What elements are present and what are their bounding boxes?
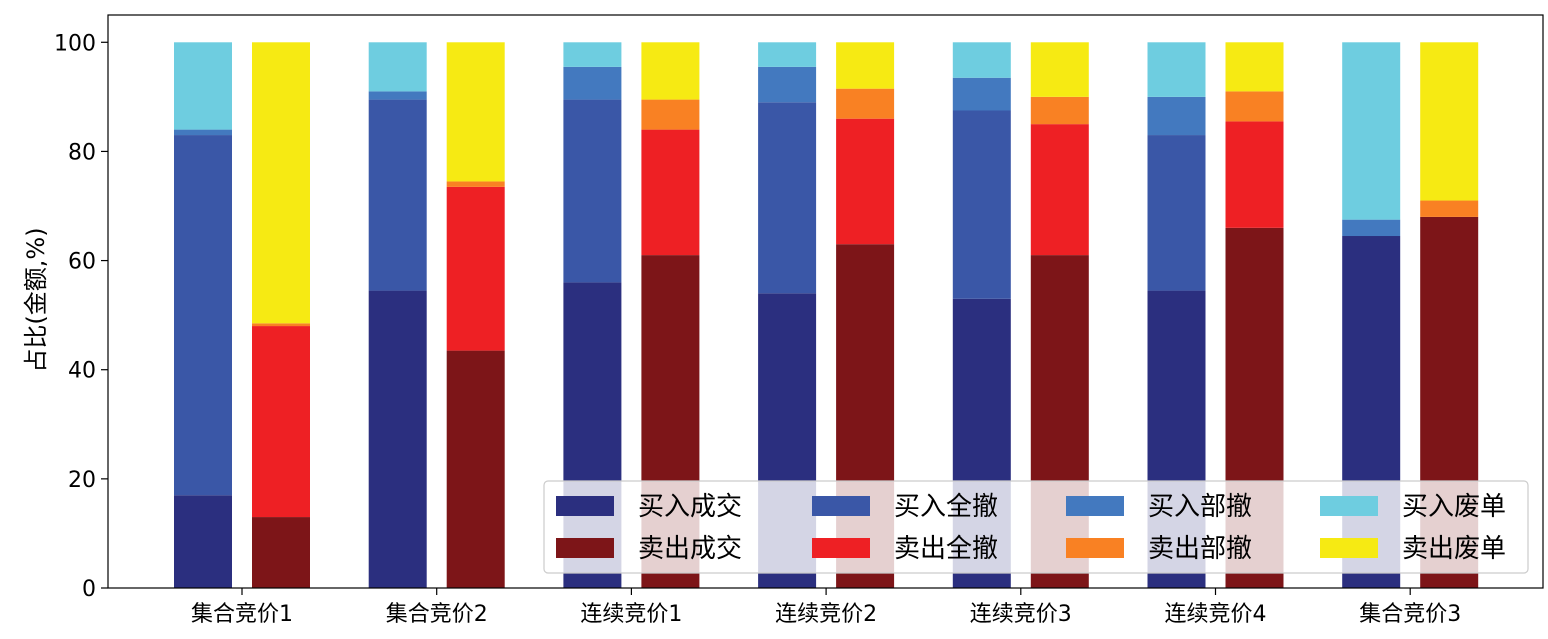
y-tick-label-5: 100	[54, 31, 96, 56]
bar-sell-4-2	[1030, 96, 1089, 125]
bar-sell-0-1	[252, 326, 310, 518]
legend-label-5: 卖出全撤	[894, 534, 998, 564]
bar-sell-3-3	[836, 42, 895, 89]
y-axis: 0 20 40 60 80 100	[54, 31, 108, 602]
x-tick-label-5: 连续竞价4	[1165, 602, 1267, 627]
bar-sell-5-3	[1225, 42, 1284, 92]
bar-sell-0-0	[252, 517, 310, 588]
bar-buy-1-1	[368, 99, 427, 291]
bar-buy-0-2	[174, 129, 232, 136]
bar-buy-5-2	[1147, 96, 1206, 136]
bar-buy-4-1	[952, 110, 1011, 299]
bar-sell-1-3	[446, 42, 505, 182]
bar-sell-4-1	[1030, 124, 1089, 256]
legend-label-6: 卖出部撤	[1148, 534, 1252, 564]
bar-sell-3-2	[836, 88, 895, 119]
legend-label-7: 卖出废单	[1402, 534, 1506, 564]
y-tick-label-3: 60	[68, 250, 96, 275]
x-tick-label-6: 集合竞价3	[1359, 602, 1461, 627]
bar-buy-5-3	[1147, 42, 1206, 97]
bar-sell-1-0	[446, 350, 505, 588]
bar-sell-0-3	[252, 42, 310, 324]
legend-label-3: 买入废单	[1402, 492, 1506, 522]
x-tick-label-4: 连续竞价3	[970, 602, 1072, 627]
y-tick-label-1: 20	[68, 468, 96, 493]
legend-swatch-6	[1066, 538, 1124, 558]
bar-buy-1-3	[368, 42, 427, 92]
legend-label-4: 卖出成交	[638, 534, 742, 564]
legend-swatch-0	[556, 496, 614, 516]
bar-sell-5-2	[1225, 91, 1284, 122]
legend-swatch-1	[812, 496, 870, 516]
bar-buy-2-2	[563, 66, 622, 100]
legend-swatch-2	[1066, 496, 1124, 516]
bar-buy-0-0	[174, 495, 232, 588]
legend-swatch-7	[1320, 538, 1378, 558]
bar-buy-0-3	[174, 42, 232, 130]
legend-box	[543, 480, 1529, 574]
y-axis-label: 占比(金额,%)	[22, 227, 50, 372]
bar-sell-1-1	[446, 186, 505, 351]
bar-sell-1-2	[446, 181, 505, 187]
bar-buy-3-2	[758, 66, 817, 103]
bar-buy-4-3	[952, 42, 1011, 78]
bar-buy-5-1	[1147, 135, 1206, 291]
legend-swatch-4	[556, 538, 614, 558]
bar-buy-2-1	[563, 99, 622, 283]
bar-sell-2-3	[641, 42, 700, 100]
bar-buy-3-1	[758, 102, 817, 294]
bar-sell-6-3	[1420, 42, 1479, 201]
bar-buy-3-3	[758, 42, 817, 67]
bar-buy-4-2	[952, 77, 1011, 111]
y-tick-label-2: 40	[68, 359, 96, 384]
bar-sell-4-3	[1030, 42, 1089, 97]
bar-sell-6-2	[1420, 200, 1479, 217]
bar-sell-0-2	[252, 323, 310, 327]
bar-sell-2-1	[641, 129, 700, 256]
bar-buy-1-0	[368, 290, 427, 588]
bar-buy-2-3	[563, 42, 622, 67]
bar-sell-2-2	[641, 99, 700, 130]
y-tick-label-0: 0	[82, 577, 96, 602]
bar-buy-6-3	[1342, 42, 1401, 220]
x-tick-label-1: 集合竞价2	[386, 602, 488, 627]
x-tick-label-0: 集合竞价1	[191, 602, 293, 627]
legend-label-0: 买入成交	[638, 492, 742, 522]
x-tick-label-3: 连续竞价2	[775, 602, 877, 627]
x-tick-label-2: 连续竞价1	[580, 602, 682, 627]
legend-swatch-3	[1320, 496, 1378, 516]
bar-buy-0-1	[174, 135, 232, 496]
legend-label-2: 买入部撤	[1148, 492, 1252, 522]
bar-buy-6-2	[1342, 219, 1401, 237]
bar-sell-3-1	[836, 118, 895, 245]
legend-swatch-5	[812, 538, 870, 558]
bar-sell-5-1	[1225, 121, 1284, 228]
legend-label-1: 买入全撤	[894, 492, 998, 522]
x-axis: 集合竞价1 集合竞价2 连续竞价1 连续竞价2 连续竞价3 连续竞价4 集合竞价3	[191, 588, 1461, 627]
bar-buy-1-2	[368, 91, 427, 100]
y-tick-label-4: 80	[68, 140, 96, 165]
